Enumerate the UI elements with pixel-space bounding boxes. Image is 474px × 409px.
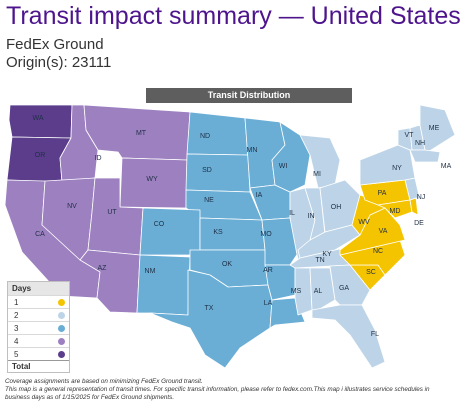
state-md bbox=[377, 199, 413, 219]
state-label-mt: MT bbox=[136, 130, 147, 137]
carrier-name: FedEx Ground bbox=[6, 36, 104, 53]
state-wy bbox=[119, 157, 188, 209]
footnote-line-2: This map is a general representation of … bbox=[5, 386, 430, 393]
state-label-nj: NJ bbox=[417, 194, 426, 201]
legend-swatch bbox=[58, 311, 65, 319]
state-sd bbox=[185, 153, 251, 193]
state-label-ne: NE bbox=[204, 197, 214, 204]
state-label-id: ID bbox=[95, 155, 102, 162]
state-label-al: AL bbox=[314, 288, 323, 295]
state-tx bbox=[149, 269, 273, 369]
state-co bbox=[139, 207, 201, 256]
legend-swatch bbox=[58, 350, 65, 358]
state-label-ut: UT bbox=[107, 209, 117, 216]
state-label-ks: KS bbox=[213, 229, 223, 236]
state-label-fl: FL bbox=[371, 331, 379, 338]
state-ms bbox=[294, 267, 313, 316]
legend-label: 5 bbox=[14, 349, 19, 359]
state-label-vt: VT bbox=[405, 132, 415, 139]
state-label-ky: KY bbox=[322, 251, 332, 258]
state-nm bbox=[136, 254, 191, 316]
state-label-ms: MS bbox=[291, 288, 302, 295]
state-label-mn: MN bbox=[247, 147, 258, 154]
legend-row-1: 1 bbox=[8, 295, 69, 308]
legend-swatch bbox=[58, 337, 65, 345]
state-label-mi: MI bbox=[313, 171, 321, 178]
state-al bbox=[309, 267, 336, 311]
legend-row-2: 2 bbox=[8, 308, 69, 321]
state-label-nv: NV bbox=[67, 203, 77, 210]
origin-zip: Origin(s): 23111 bbox=[6, 54, 112, 71]
legend-total: Total bbox=[8, 360, 69, 372]
state-label-co: CO bbox=[154, 221, 165, 228]
legend-label: 4 bbox=[14, 336, 19, 346]
state-label-ga: GA bbox=[339, 285, 349, 292]
state-fl bbox=[311, 304, 386, 369]
state-label-az: AZ bbox=[98, 265, 108, 272]
legend-row-3: 3 bbox=[8, 321, 69, 334]
state-label-sd: SD bbox=[202, 167, 212, 174]
state-label-pa: PA bbox=[378, 190, 387, 197]
state-nd bbox=[186, 111, 249, 156]
state-label-nc: NC bbox=[373, 248, 383, 255]
footnote-line-3: business days as of 1/15/2025 for FedEx … bbox=[5, 394, 175, 401]
legend-title: Days bbox=[8, 282, 69, 295]
state-label-ia: IA bbox=[256, 192, 263, 199]
state-label-mo: MO bbox=[260, 231, 272, 238]
state-label-tn: TN bbox=[315, 257, 324, 264]
legend-row-4: 4 bbox=[8, 334, 69, 347]
state-ma bbox=[409, 149, 441, 163]
legend-label: 1 bbox=[14, 297, 19, 307]
state-label-va: VA bbox=[379, 228, 388, 235]
state-label-wa: WA bbox=[32, 115, 43, 122]
legend-swatch bbox=[58, 324, 65, 332]
state-label-wv: WV bbox=[358, 219, 370, 226]
state-label-oh: OH bbox=[331, 204, 342, 211]
legend-swatch bbox=[58, 298, 65, 306]
footnote-line-1: Coverage assignments are based on minimi… bbox=[5, 378, 203, 385]
state-ks bbox=[199, 217, 266, 251]
page-title: Transit impact summary — United States bbox=[6, 2, 461, 30]
transit-distribution-banner: Transit Distribution bbox=[146, 88, 352, 103]
state-label-ny: NY bbox=[392, 165, 402, 172]
transit-days-legend: Days 1 2 3 4 5 Total bbox=[7, 281, 70, 373]
state-label-md: MD bbox=[390, 208, 401, 215]
legend-label: 2 bbox=[14, 310, 19, 320]
state-label-nd: ND bbox=[200, 133, 210, 140]
state-label-nh: NH bbox=[415, 140, 425, 147]
state-label-il: IL bbox=[289, 210, 295, 217]
state-label-ca: CA bbox=[35, 231, 45, 238]
state-label-nm: NM bbox=[145, 268, 156, 275]
state-label-tx: TX bbox=[205, 305, 214, 312]
state-label-de: DE bbox=[414, 220, 424, 227]
us-transit-map: WA OR ID MT WY CA NV UT AZ ND SD NE CO N… bbox=[4, 104, 456, 369]
state-label-or: OR bbox=[35, 152, 46, 159]
state-label-ar: AR bbox=[263, 267, 273, 274]
state-label-wi: WI bbox=[279, 163, 288, 170]
legend-row-5: 5 bbox=[8, 347, 69, 360]
state-label-in: IN bbox=[308, 213, 315, 220]
state-label-ma: MA bbox=[441, 163, 452, 170]
state-label-me: ME bbox=[429, 125, 440, 132]
state-label-ok: OK bbox=[222, 261, 232, 268]
state-label-la: LA bbox=[264, 300, 273, 307]
state-label-wy: WY bbox=[146, 176, 158, 183]
state-label-sc: SC bbox=[366, 269, 376, 276]
state-ny bbox=[359, 144, 416, 186]
legend-label: 3 bbox=[14, 323, 19, 333]
